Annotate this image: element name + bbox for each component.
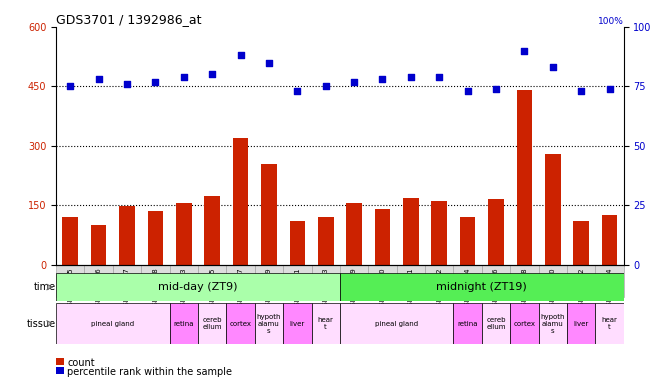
Bar [425, 265, 453, 297]
Bar [113, 265, 141, 297]
Bar [340, 303, 453, 344]
Text: liver: liver [290, 321, 305, 326]
Bar [595, 265, 624, 297]
Bar [176, 204, 191, 265]
Bar [148, 211, 163, 265]
Point [65, 83, 75, 89]
Point [121, 81, 132, 87]
Text: mid-day (ZT9): mid-day (ZT9) [158, 282, 238, 292]
Point [490, 86, 501, 92]
Bar [205, 195, 220, 265]
Bar [91, 225, 106, 265]
Text: pineal gland: pineal gland [91, 321, 135, 326]
Bar [510, 303, 539, 344]
Bar [602, 215, 617, 265]
Text: tissue: tissue [27, 318, 56, 329]
Text: GDS3701 / 1392986_at: GDS3701 / 1392986_at [56, 13, 201, 26]
Bar [56, 265, 84, 297]
Bar [283, 265, 312, 297]
Bar [539, 303, 567, 344]
Text: count: count [67, 358, 95, 368]
Text: cereb
ellum: cereb ellum [486, 317, 506, 330]
Bar [198, 303, 226, 344]
Text: hear
t: hear t [601, 317, 618, 330]
Bar [255, 303, 283, 344]
Bar [517, 90, 532, 265]
Point [604, 86, 614, 92]
Text: hypoth
alamu
s: hypoth alamu s [541, 313, 565, 334]
Bar [482, 265, 510, 297]
Bar [482, 303, 510, 344]
Point [320, 83, 331, 89]
Bar [368, 265, 397, 297]
Bar [119, 206, 135, 265]
Point [547, 64, 558, 70]
Bar [255, 265, 283, 297]
Bar [226, 303, 255, 344]
Point [263, 60, 274, 66]
Bar [290, 221, 305, 265]
Text: hear
t: hear t [317, 317, 334, 330]
Bar [84, 265, 113, 297]
Point [377, 76, 387, 82]
Bar [340, 265, 368, 297]
Bar [488, 200, 504, 265]
Bar [318, 217, 333, 265]
Bar [432, 202, 447, 265]
Point [434, 74, 444, 80]
Point [462, 88, 473, 94]
Bar [261, 164, 277, 265]
Text: liver: liver [574, 321, 589, 326]
Text: 100%: 100% [598, 17, 624, 26]
Text: percentile rank within the sample: percentile rank within the sample [67, 367, 232, 377]
Point [235, 52, 246, 58]
Point [292, 88, 302, 94]
Bar [346, 204, 362, 265]
Bar [460, 217, 475, 265]
Bar [283, 303, 312, 344]
Bar [170, 303, 198, 344]
Point [207, 71, 217, 78]
Bar [539, 265, 567, 297]
Bar [567, 265, 595, 297]
Point [178, 74, 189, 80]
Text: retina: retina [457, 321, 478, 326]
Bar [545, 154, 560, 265]
Bar [397, 265, 425, 297]
Bar [198, 265, 226, 297]
Bar [233, 138, 248, 265]
Point [94, 76, 104, 82]
Bar [56, 273, 340, 301]
Bar [141, 265, 170, 297]
Point [348, 79, 359, 85]
Bar [63, 217, 78, 265]
Text: pineal gland: pineal gland [375, 321, 418, 326]
Bar [574, 221, 589, 265]
Text: retina: retina [174, 321, 194, 326]
Bar [312, 265, 340, 297]
Bar [453, 303, 482, 344]
Text: time: time [34, 282, 56, 292]
Bar [56, 303, 170, 344]
Bar [375, 209, 390, 265]
Bar [170, 265, 198, 297]
Text: cortex: cortex [513, 321, 535, 326]
Point [150, 79, 160, 85]
Text: hypoth
alamu
s: hypoth alamu s [257, 313, 281, 334]
Point [576, 88, 586, 94]
Point [405, 74, 416, 80]
Bar [403, 197, 418, 265]
Bar [453, 265, 482, 297]
Point [519, 48, 529, 54]
Text: midnight (ZT19): midnight (ZT19) [436, 282, 527, 292]
Bar [595, 303, 624, 344]
Bar [340, 273, 624, 301]
Bar [226, 265, 255, 297]
Bar [312, 303, 340, 344]
Text: cereb
ellum: cereb ellum [203, 317, 222, 330]
Text: cortex: cortex [230, 321, 251, 326]
Bar [567, 303, 595, 344]
Bar [510, 265, 539, 297]
